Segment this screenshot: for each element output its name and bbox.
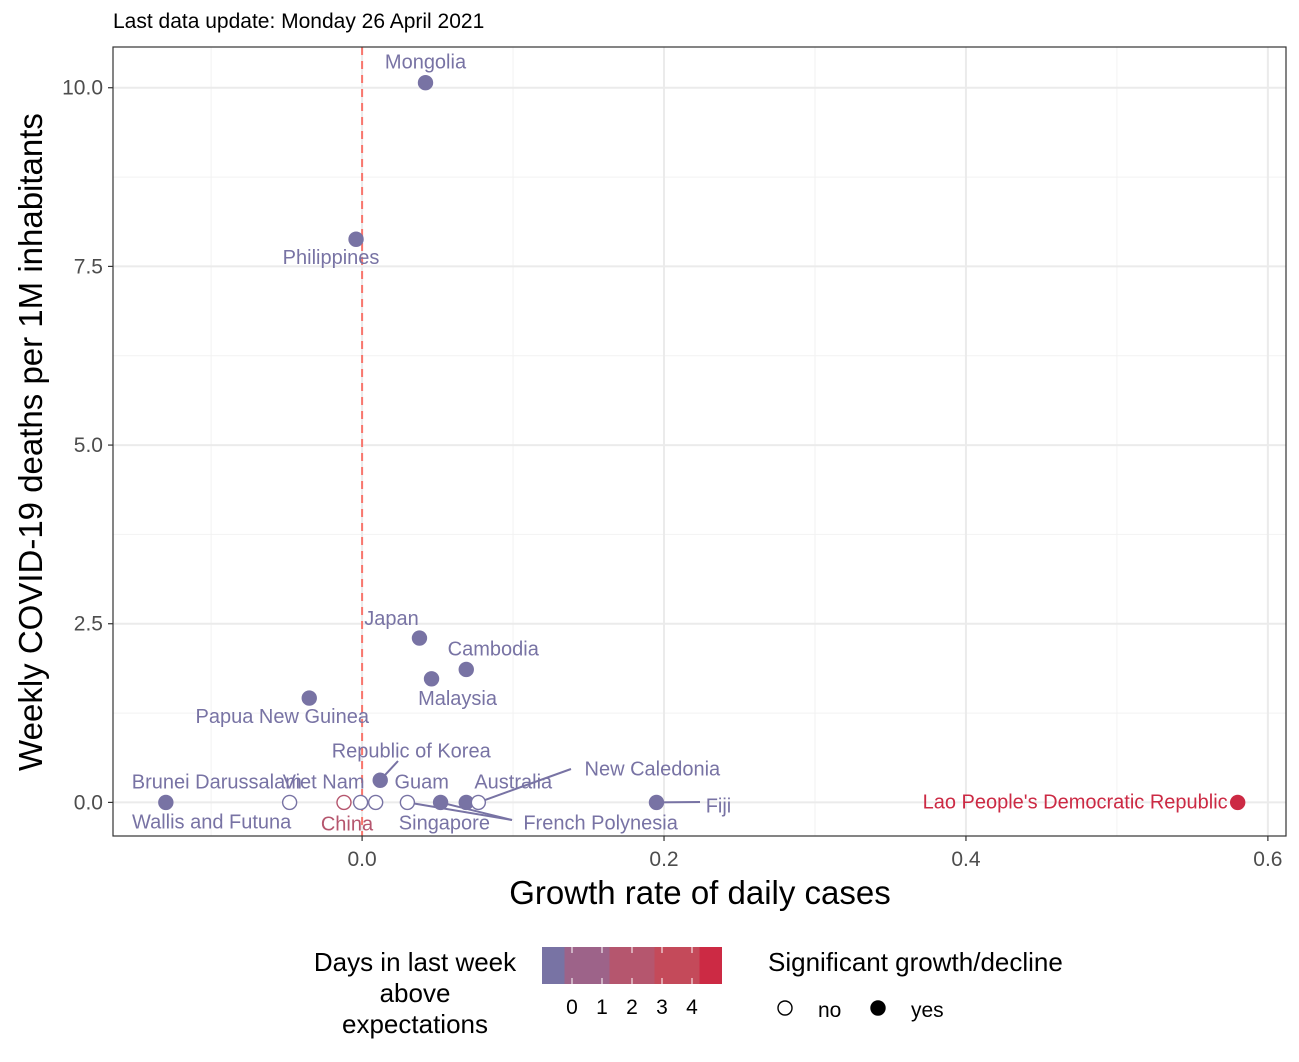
- data-points: [158, 75, 1246, 811]
- point-label: Australia: [474, 771, 553, 793]
- data-point: [372, 772, 388, 788]
- data-point: [348, 231, 364, 247]
- point-label: Japan: [364, 608, 419, 630]
- point-label: Fiji: [706, 795, 732, 817]
- shape-legend: Significant growth/decline no yes: [768, 947, 1063, 1022]
- point-label: Brunei Darussalam: [132, 771, 302, 793]
- point-label: New Caledonia: [585, 758, 722, 780]
- y-tick-label: 5.0: [74, 434, 103, 457]
- colorbar-segment: [609, 947, 655, 984]
- point-label: Malaysia: [418, 688, 498, 710]
- point-label: Mongolia: [385, 52, 467, 74]
- data-point: [411, 630, 428, 646]
- colorbar-label: 4: [686, 996, 698, 1019]
- panel-border: [112, 46, 1287, 837]
- point-label: French Polynesia: [523, 812, 678, 834]
- shape-legend-label: no: [818, 999, 841, 1022]
- point-label: Republic of Korea: [332, 740, 492, 762]
- point-label: Papua New Guinea: [196, 706, 370, 728]
- point-label: Lao People's Democratic Republic: [923, 791, 1228, 813]
- colorbar-segment: [654, 947, 700, 984]
- point-label: Wallis and Futuna: [132, 811, 292, 833]
- color-legend-bar: [542, 947, 722, 984]
- data-point: [432, 794, 449, 811]
- point-label: Viet Nam: [283, 771, 365, 793]
- x-tick-label: 0.6: [1253, 848, 1282, 871]
- y-tick-label: 7.5: [74, 255, 103, 278]
- color-legend-title-line: Days in last week: [314, 947, 517, 977]
- colorbar-label: 2: [626, 996, 638, 1019]
- colorbar-label: 0: [566, 996, 578, 1019]
- colorbar-label: 1: [596, 996, 608, 1019]
- leader-line: [407, 801, 513, 821]
- panel-frame: [112, 46, 1287, 837]
- color-legend-title-line: expectations: [342, 1009, 488, 1039]
- data-point: [367, 794, 384, 811]
- point-label: China: [321, 813, 374, 835]
- y-tick-label: 0.0: [74, 791, 103, 814]
- colorbar-label: 3: [656, 996, 668, 1019]
- data-point: [417, 75, 434, 91]
- point-labels: Mongolia Philippines Japan Cambodia Malaysia…: [132, 52, 1228, 836]
- shape-legend-label: yes: [911, 999, 944, 1022]
- x-axis-label: Growth rate of daily cases: [509, 874, 891, 911]
- y-tick-label: 10.0: [62, 77, 103, 100]
- shape-legend-title: Significant growth/decline: [768, 947, 1063, 977]
- legend-filled-circle-icon: [870, 1000, 886, 1016]
- legend-open-circle-icon: [777, 1000, 793, 1016]
- colorbar-segment: [699, 947, 722, 984]
- data-point: [470, 794, 487, 811]
- point-label: Singapore: [399, 812, 490, 834]
- data-point: [352, 794, 369, 811]
- shape-legend-items: no yes: [777, 999, 944, 1022]
- x-tick-label: 0.0: [347, 848, 376, 871]
- colorbar-segment: [564, 947, 610, 984]
- x-axis-ticks: 0.0 0.2 0.4 0.6: [347, 836, 1282, 871]
- data-point: [423, 671, 440, 687]
- data-point: [1229, 794, 1246, 811]
- y-axis-ticks: 0.0 2.5 5.0 7.5 10.0: [62, 77, 113, 814]
- data-point: [301, 690, 317, 706]
- chart-subtitle: Last data update: Monday 26 April 2021: [113, 10, 484, 33]
- point-label: Guam: [394, 771, 448, 793]
- minor-gridlines: [113, 47, 1286, 836]
- y-tick-label: 2.5: [74, 613, 103, 636]
- point-label: Philippines: [283, 247, 380, 269]
- data-point: [336, 794, 352, 811]
- x-tick-label: 0.4: [951, 848, 981, 871]
- leader-line: [477, 768, 572, 804]
- x-tick-label: 0.2: [649, 848, 678, 871]
- data-point: [158, 794, 174, 811]
- data-point: [399, 794, 416, 811]
- color-legend-title-line: above: [380, 978, 451, 1008]
- data-point: [281, 794, 298, 811]
- point-label: Cambodia: [448, 638, 540, 660]
- leader-line: [440, 801, 513, 821]
- y-axis-label: Weekly COVID-19 deaths per 1M inhabitant…: [12, 113, 49, 771]
- colorbar-segment: [542, 947, 565, 984]
- data-point: [648, 794, 665, 811]
- data-point: [458, 661, 474, 678]
- color-legend-title: Days in last week above expectations: [314, 947, 517, 1039]
